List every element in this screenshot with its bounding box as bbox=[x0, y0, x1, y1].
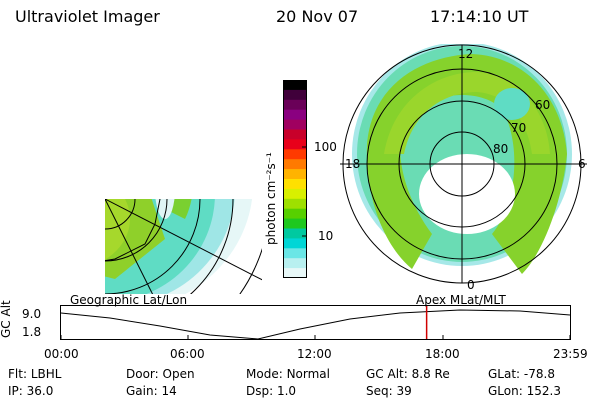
colorbar-band bbox=[283, 198, 307, 210]
colorbar-band bbox=[283, 129, 307, 140]
altitude-xtick-0: 00:00 bbox=[44, 347, 79, 361]
altitude-xtick-3: 18:00 bbox=[425, 347, 460, 361]
colorbar-band bbox=[283, 208, 307, 220]
colorbar-band bbox=[283, 228, 307, 239]
colorbar-band bbox=[283, 89, 307, 101]
altitude-xtick-2: 12:00 bbox=[297, 347, 332, 361]
colorbar-band bbox=[283, 188, 307, 200]
colorbar-band bbox=[283, 99, 307, 111]
mlat-label-70: 70 bbox=[511, 121, 527, 135]
colorbar-band bbox=[283, 149, 307, 160]
info-gc-alt: GC Alt: 8.8 Re bbox=[366, 367, 450, 381]
info-door: Door: Open bbox=[126, 367, 195, 381]
geographic-caption: Geographic Lat/Lon bbox=[70, 293, 188, 307]
mlt-label-0: 0 bbox=[467, 278, 475, 292]
mlat-label-60: 60 bbox=[535, 98, 551, 112]
info-flt: Flt: LBHL bbox=[8, 367, 62, 381]
colorbar-band bbox=[283, 159, 307, 170]
colorbar-band bbox=[283, 119, 307, 130]
colorbar-band bbox=[283, 238, 307, 249]
colorbar-tick-10: 10 bbox=[318, 229, 334, 243]
mlat-label-80: 80 bbox=[493, 142, 509, 156]
altitude-xtick-4: 23:59 bbox=[553, 347, 588, 361]
altitude-xtick-1: 06:00 bbox=[170, 347, 205, 361]
mlt-label-6: 6 bbox=[578, 157, 586, 171]
altitude-ylabel: GC Alt bbox=[0, 300, 13, 338]
instrument-title: Ultraviolet Imager bbox=[15, 7, 160, 26]
colorbar-band bbox=[283, 268, 307, 278]
info-mode: Mode: Normal bbox=[246, 367, 330, 381]
colorbar-band bbox=[283, 139, 307, 150]
info-ip: IP: 36.0 bbox=[8, 384, 54, 398]
colorbar-band bbox=[283, 169, 307, 180]
colorbar-band bbox=[283, 218, 307, 229]
colorbar-tick-100: 100 bbox=[314, 140, 337, 154]
altitude-ytick-min: 1.8 bbox=[22, 325, 42, 339]
colorbar-band bbox=[283, 109, 307, 121]
colorbar-unit-label: photon cm⁻²s⁻¹ bbox=[264, 152, 278, 245]
mlt-label-12: 12 bbox=[458, 47, 474, 61]
altitude-plot bbox=[60, 305, 571, 340]
mlt-label-18: 18 bbox=[345, 157, 361, 171]
apex-caption: Apex MLat/MLT bbox=[416, 293, 506, 307]
altitude-ytick-max: 9.0 bbox=[22, 307, 42, 321]
info-glat: GLat: -78.8 bbox=[488, 367, 555, 381]
info-dsp: Dsp: 1.0 bbox=[246, 384, 297, 398]
info-seq: Seq: 39 bbox=[366, 384, 412, 398]
colorbar-band bbox=[283, 258, 307, 269]
geographic-auroral-image bbox=[105, 199, 262, 294]
info-glon: GLon: 152.3 bbox=[488, 384, 561, 398]
date-label: 20 Nov 07 bbox=[276, 7, 359, 26]
colorbar bbox=[283, 80, 307, 278]
colorbar-band bbox=[283, 248, 307, 259]
apex-polar-plot bbox=[340, 44, 587, 284]
time-label: 17:14:10 UT bbox=[430, 7, 529, 26]
colorbar-band bbox=[283, 80, 307, 91]
info-gain: Gain: 14 bbox=[126, 384, 177, 398]
colorbar-band bbox=[283, 179, 307, 190]
